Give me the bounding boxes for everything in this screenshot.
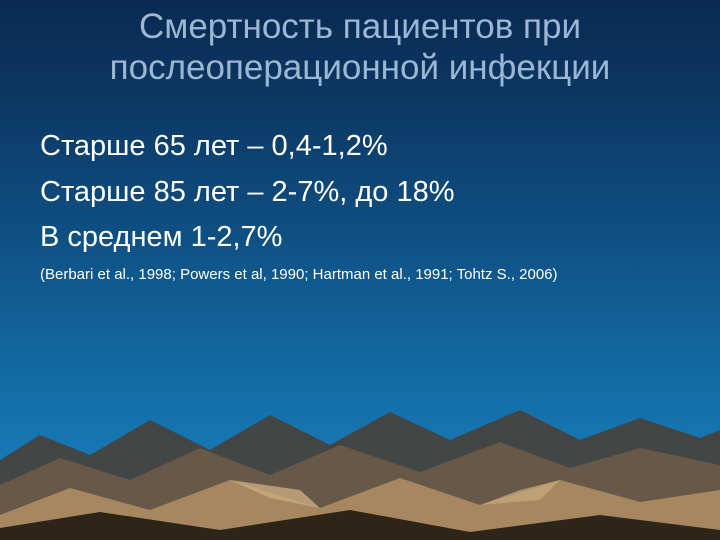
bullet-line: Старше 65 лет – 0,4-1,2% (40, 128, 680, 166)
bullet-line: В среднем 1-2,7% (40, 219, 680, 257)
citation-line: (Berbari et al., 1998; Powers et al, 199… (40, 265, 680, 285)
bullet-line: Старше 85 лет – 2-7%, до 18% (40, 174, 680, 212)
slide: Смертность пациентов при послеоперационн… (0, 0, 720, 540)
slide-body: Старше 65 лет – 0,4-1,2% Старше 85 лет –… (40, 128, 680, 285)
slide-title: Смертность пациентов при послеоперационн… (0, 6, 720, 89)
terrain-decoration (0, 340, 720, 540)
